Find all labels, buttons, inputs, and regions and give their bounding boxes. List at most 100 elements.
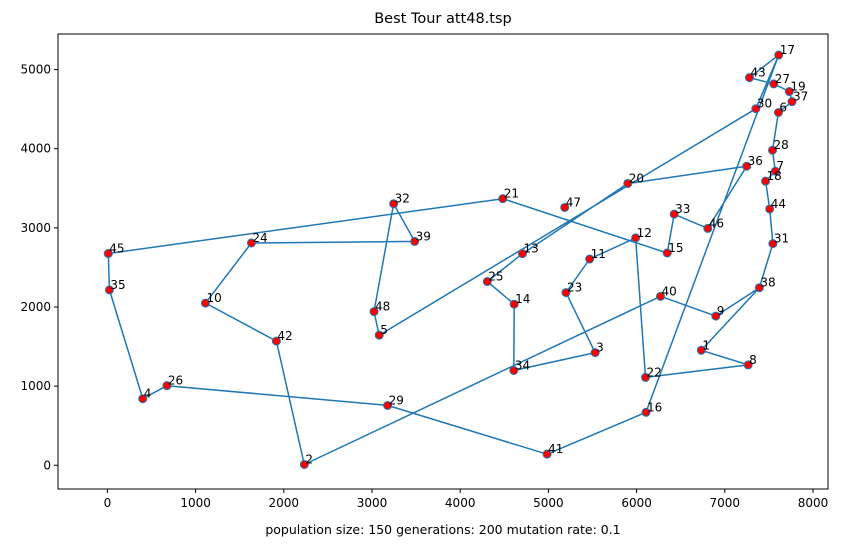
tour-path — [107, 54, 793, 466]
city-label-46: 46 — [709, 216, 724, 230]
city-label-36: 36 — [748, 154, 763, 168]
city-point-40 — [656, 291, 666, 301]
x-tick-label: 5000 — [533, 496, 564, 510]
city-label-27: 27 — [775, 72, 790, 86]
city-label-47: 47 — [566, 195, 581, 209]
city-markers — [103, 50, 797, 469]
x-tick-label: 3000 — [357, 496, 388, 510]
city-label-22: 22 — [647, 365, 662, 379]
city-point-35 — [104, 285, 114, 295]
city-point-16 — [641, 407, 651, 417]
chart-title: Best Tour att48.tsp — [374, 11, 512, 27]
city-label-29: 29 — [389, 393, 404, 407]
city-label-23: 23 — [567, 281, 582, 295]
city-point-44 — [765, 204, 775, 214]
city-label-8: 8 — [749, 353, 757, 367]
city-point-34 — [509, 365, 519, 375]
city-label-40: 40 — [662, 284, 677, 298]
y-axis: 0 1000 2000 3000 4000 5000 — [20, 63, 58, 472]
city-label-41: 41 — [548, 442, 563, 456]
city-label-32: 32 — [395, 192, 410, 206]
city-label-24: 24 — [252, 231, 267, 245]
city-point-18 — [761, 176, 771, 186]
y-tick-label: 0 — [43, 458, 51, 472]
city-label-1: 1 — [702, 338, 710, 352]
city-point-20 — [623, 178, 633, 188]
city-point-39 — [410, 236, 420, 246]
city-label-10: 10 — [206, 291, 221, 305]
y-tick-label: 1000 — [20, 379, 51, 393]
city-point-32 — [389, 199, 399, 209]
city-point-1 — [696, 345, 706, 355]
city-point-9 — [711, 311, 721, 321]
city-label-48: 48 — [375, 300, 390, 314]
city-point-29 — [383, 400, 393, 410]
x-tick-label: 0 — [104, 496, 112, 510]
city-label-31: 31 — [774, 232, 789, 246]
city-label-19: 19 — [790, 80, 805, 94]
city-point-6 — [773, 107, 783, 117]
city-point-22 — [641, 372, 651, 382]
x-tick-label: 2000 — [269, 496, 300, 510]
city-point-12 — [631, 233, 641, 243]
y-tick-label: 2000 — [20, 300, 51, 314]
city-label-30: 30 — [757, 97, 772, 111]
city-point-28 — [768, 145, 778, 155]
city-label-42: 42 — [277, 329, 292, 343]
city-point-15 — [662, 248, 672, 258]
city-point-25 — [482, 277, 492, 287]
city-point-27 — [769, 79, 779, 89]
city-label-17: 17 — [780, 43, 795, 57]
x-axis-label: population size: 150 generations: 200 mu… — [265, 522, 620, 537]
city-point-47 — [560, 202, 570, 212]
city-label-35: 35 — [110, 278, 125, 292]
x-tick-label: 4000 — [445, 496, 476, 510]
city-point-11 — [585, 254, 595, 264]
city-label-16: 16 — [647, 400, 662, 414]
city-label-34: 34 — [515, 358, 530, 372]
city-point-41 — [542, 449, 552, 459]
x-tick-label: 6000 — [621, 496, 652, 510]
city-label-25: 25 — [488, 270, 503, 284]
city-label-43: 43 — [751, 66, 766, 80]
city-label-12: 12 — [637, 226, 652, 240]
city-point-46 — [703, 223, 713, 233]
city-label-28: 28 — [774, 138, 789, 152]
plot-frame — [57, 33, 829, 490]
city-point-42 — [271, 336, 281, 346]
y-tick-label: 5000 — [20, 63, 51, 77]
city-label-5: 5 — [380, 323, 388, 337]
city-label-37: 37 — [793, 90, 808, 104]
city-point-30 — [751, 104, 761, 114]
city-point-19 — [784, 87, 794, 97]
city-point-4 — [138, 394, 148, 404]
city-point-37 — [787, 97, 797, 107]
city-label-6: 6 — [779, 100, 787, 114]
x-axis: 0 1000 2000 3000 4000 5000 6000 7000 8000 — [104, 489, 828, 510]
city-label-2: 2 — [305, 452, 313, 466]
city-label-33: 33 — [675, 202, 690, 216]
city-point-36 — [742, 161, 752, 171]
city-label-21: 21 — [504, 187, 519, 201]
city-label-45: 45 — [109, 242, 124, 256]
city-point-8 — [743, 360, 753, 370]
city-label-7: 7 — [776, 159, 784, 173]
city-point-45 — [103, 249, 113, 259]
city-point-31 — [768, 239, 778, 249]
city-point-17 — [774, 50, 784, 60]
city-point-21 — [498, 194, 508, 204]
city-label-11: 11 — [591, 247, 606, 261]
y-tick-label: 4000 — [20, 142, 51, 156]
city-point-5 — [374, 330, 384, 340]
city-label-4: 4 — [144, 387, 152, 401]
x-tick-label: 1000 — [180, 496, 211, 510]
city-label-38: 38 — [760, 276, 775, 290]
city-label-26: 26 — [168, 374, 183, 388]
city-label-13: 13 — [523, 242, 538, 256]
city-point-14 — [509, 299, 519, 309]
city-label-14: 14 — [515, 292, 530, 306]
city-label-15: 15 — [668, 241, 683, 255]
tour-line — [107, 54, 793, 466]
city-point-10 — [200, 298, 210, 308]
